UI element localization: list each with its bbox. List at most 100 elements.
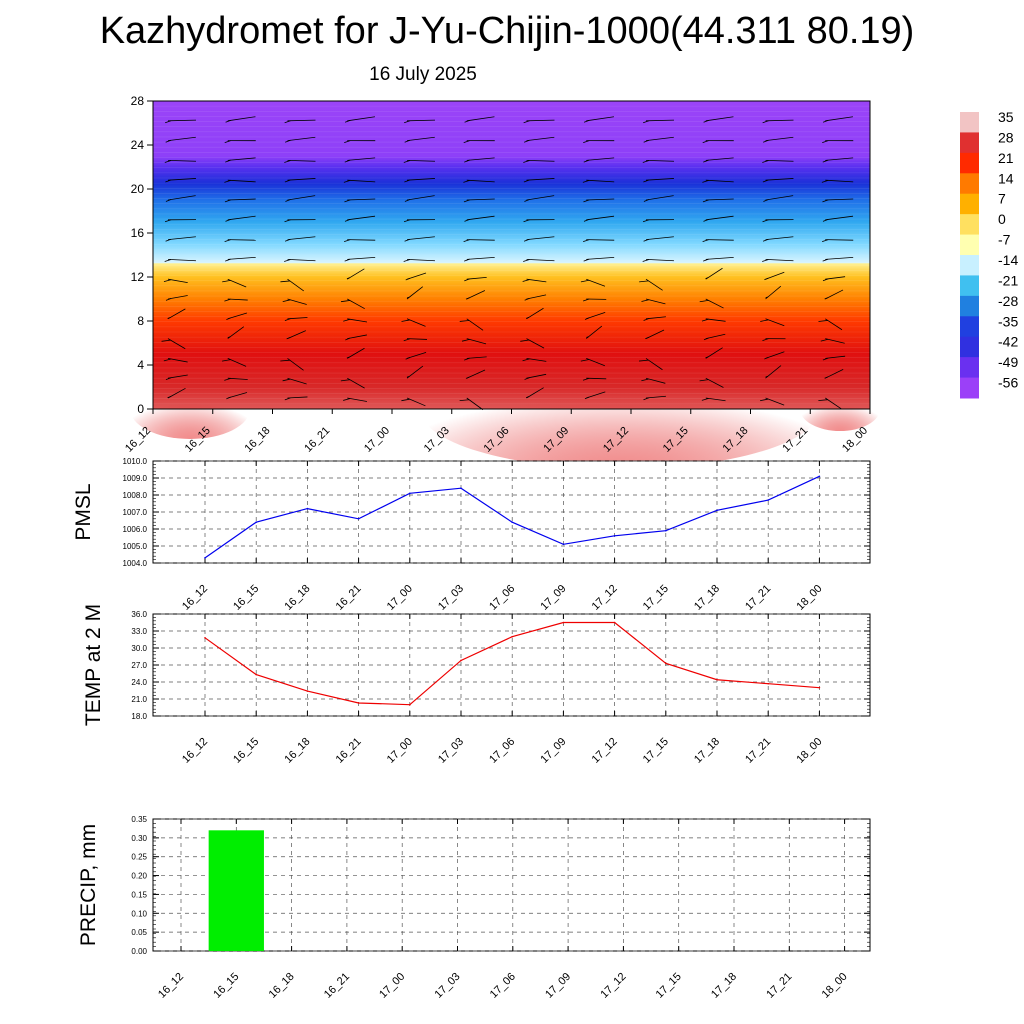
wind-barb <box>705 239 734 241</box>
wind-barb <box>227 392 248 399</box>
wind-barb-feather <box>765 296 768 299</box>
temp-ytick-label: 33.0 <box>131 627 147 636</box>
wind-barb-feather <box>523 179 530 183</box>
pmsl-xtick-label: 17_18 <box>692 583 722 613</box>
wind-barb-feather <box>284 259 291 262</box>
wind-barb-feather <box>583 140 590 143</box>
wind-barb-feather <box>344 140 351 143</box>
wind-barb <box>765 259 794 262</box>
wind-barb <box>645 195 674 201</box>
temp-xtick-label: 18_00 <box>794 736 824 766</box>
wind-barb-feather <box>586 336 589 338</box>
wind-barb <box>645 298 666 305</box>
wind-barb <box>287 358 304 371</box>
wind-barb-feather <box>523 219 530 223</box>
wind-barb <box>227 298 248 301</box>
precip-ytick-label: 0.00 <box>131 947 147 956</box>
wind-barb <box>167 259 196 262</box>
colorbar-swatch <box>960 316 979 338</box>
wind-barb-feather <box>760 319 769 322</box>
pmsl-xtick-label: 17_15 <box>641 583 671 613</box>
temp-xtick-label: 16_12 <box>180 736 210 766</box>
colorbar-label: 7 <box>998 191 1006 207</box>
pmsl-data-point <box>511 521 513 523</box>
wind-barb <box>167 136 196 141</box>
pmsl-data-point <box>613 535 616 537</box>
wind-barb <box>167 236 196 240</box>
wind-barb <box>287 298 307 305</box>
wind-barb <box>705 179 734 183</box>
wind-barb-feather <box>343 239 351 243</box>
wind-barb-feather <box>343 179 351 183</box>
pmsl-xtick-label: 18_00 <box>794 583 824 613</box>
wind-barb <box>406 259 435 262</box>
wind-barb-feather <box>284 179 291 183</box>
wind-barb-feather <box>524 377 530 380</box>
pmsl-data-point <box>767 499 769 501</box>
precip-ytick-label: 0.35 <box>131 815 147 824</box>
wind-barb <box>466 256 495 260</box>
wind-barb-feather <box>583 298 590 302</box>
wind-barb-feather <box>404 179 411 183</box>
wind-barb-feather <box>403 338 411 342</box>
wind-barb-feather <box>340 300 350 303</box>
wind-barb-feather <box>463 199 470 203</box>
wind-barb <box>227 326 245 339</box>
wind-barb-feather <box>522 358 530 362</box>
wind-barb <box>167 387 186 399</box>
wind-barb <box>227 278 247 288</box>
wind-barb-feather <box>524 199 530 202</box>
wind-barb-feather <box>164 219 172 223</box>
wind-barb <box>406 119 436 122</box>
colorbar-swatch <box>960 357 979 379</box>
temp-xtick-label: 16_18 <box>282 736 312 766</box>
pmsl-ytick-label: 1005.0 <box>123 542 148 551</box>
wind-barb-feather <box>222 279 231 283</box>
wind-barb <box>586 256 615 260</box>
wind-barb <box>167 119 197 122</box>
wind-barb-feather <box>403 219 411 223</box>
temp-ytick-label: 24.0 <box>131 678 147 687</box>
wind-barb <box>406 365 424 379</box>
precip-ytick-label: 0.30 <box>131 834 147 843</box>
wind-barb-feather <box>464 357 470 361</box>
wind-barb-feather <box>762 238 769 242</box>
wind-barb <box>526 136 555 141</box>
pmsl-xtick-label: 17_00 <box>385 583 415 613</box>
wind-barb-feather <box>643 139 650 143</box>
wind-barb <box>287 178 316 181</box>
wind-barb <box>287 278 304 292</box>
pmsl-xtick-label: 16_15 <box>231 583 261 613</box>
wind-barb <box>586 278 606 287</box>
wind-barb <box>287 195 316 201</box>
colorbar-swatch <box>960 336 979 358</box>
temp-data-point <box>357 702 360 704</box>
wind-barb-feather <box>165 139 172 143</box>
wind-barb <box>586 311 606 320</box>
wind-barb-feather <box>762 259 769 262</box>
wind-barb <box>347 298 365 310</box>
wind-barb-feather <box>642 160 650 163</box>
wind-barb-feather <box>463 239 470 243</box>
wind-barb-feather <box>583 159 590 163</box>
heatmap-xtick-label: 17_00 <box>362 425 392 455</box>
pmsl-xtick-label: 16_18 <box>282 583 312 613</box>
wind-barb-feather <box>820 338 829 342</box>
wind-barb <box>825 369 844 379</box>
heatmap-field <box>153 101 870 409</box>
wind-barb-feather <box>699 379 709 382</box>
wind-barb-feather <box>526 396 530 398</box>
wind-barb <box>227 157 256 161</box>
wind-barb <box>705 333 726 339</box>
wind-barb-feather <box>523 238 530 242</box>
wind-barb <box>645 358 663 371</box>
wind-barb-feather <box>822 258 829 262</box>
wind-barb-feather <box>406 296 410 299</box>
wind-barb-feather <box>284 397 291 401</box>
wind-barb-feather <box>822 278 829 282</box>
temp-ytick-label: 30.0 <box>131 644 147 653</box>
wind-barb <box>765 318 785 327</box>
wind-barb-feather <box>824 297 829 300</box>
wind-barb <box>526 119 555 122</box>
wind-barb-feather <box>524 139 530 143</box>
